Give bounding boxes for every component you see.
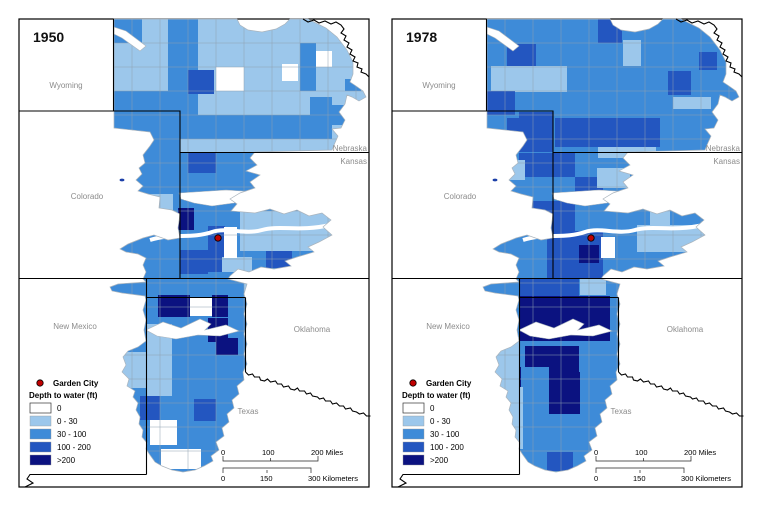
svg-text:Colorado: Colorado	[71, 192, 104, 201]
svg-text:Garden City: Garden City	[53, 379, 99, 388]
svg-text:100 - 200: 100 - 200	[57, 443, 91, 452]
svg-text:150: 150	[260, 474, 273, 483]
svg-text:Wyoming: Wyoming	[422, 81, 455, 90]
svg-text:1978: 1978	[406, 29, 437, 45]
svg-text:0: 0	[221, 448, 225, 457]
svg-text:Kansas: Kansas	[340, 157, 367, 166]
svg-text:Garden City: Garden City	[426, 379, 472, 388]
svg-text:0: 0	[57, 404, 62, 413]
svg-text:0 - 30: 0 - 30	[430, 417, 451, 426]
svg-text:200 Miles: 200 Miles	[311, 448, 343, 457]
svg-text:100: 100	[635, 448, 648, 457]
svg-text:Nebraska: Nebraska	[706, 144, 741, 153]
svg-text:0: 0	[594, 448, 598, 457]
svg-text:Kansas: Kansas	[713, 157, 740, 166]
svg-text:30 - 100: 30 - 100	[57, 430, 87, 439]
svg-text:Oklahoma: Oklahoma	[294, 325, 331, 334]
svg-text:Oklahoma: Oklahoma	[667, 325, 704, 334]
svg-text:>200: >200	[57, 456, 76, 465]
svg-text:30 - 100: 30 - 100	[430, 430, 460, 439]
svg-text:New Mexico: New Mexico	[426, 322, 470, 331]
svg-text:Colorado: Colorado	[444, 192, 477, 201]
svg-text:Wyoming: Wyoming	[49, 81, 82, 90]
svg-text:Depth to water (ft): Depth to water (ft)	[402, 391, 471, 400]
svg-text:200 Miles: 200 Miles	[684, 448, 716, 457]
svg-text:>200: >200	[430, 456, 449, 465]
svg-text:1950: 1950	[33, 29, 64, 45]
svg-text:Depth to water (ft): Depth to water (ft)	[29, 391, 98, 400]
svg-text:0: 0	[594, 474, 598, 483]
svg-text:New Mexico: New Mexico	[53, 322, 97, 331]
svg-text:0: 0	[221, 474, 225, 483]
svg-text:150: 150	[633, 474, 646, 483]
svg-text:100: 100	[262, 448, 275, 457]
svg-text:Texas: Texas	[611, 407, 632, 416]
svg-text:300 Kilometers: 300 Kilometers	[681, 474, 731, 483]
svg-text:0: 0	[430, 404, 435, 413]
svg-text:Nebraska: Nebraska	[333, 144, 368, 153]
svg-text:0 - 30: 0 - 30	[57, 417, 78, 426]
svg-text:100 - 200: 100 - 200	[430, 443, 464, 452]
svg-text:Texas: Texas	[238, 407, 259, 416]
svg-text:300 Kilometers: 300 Kilometers	[308, 474, 358, 483]
